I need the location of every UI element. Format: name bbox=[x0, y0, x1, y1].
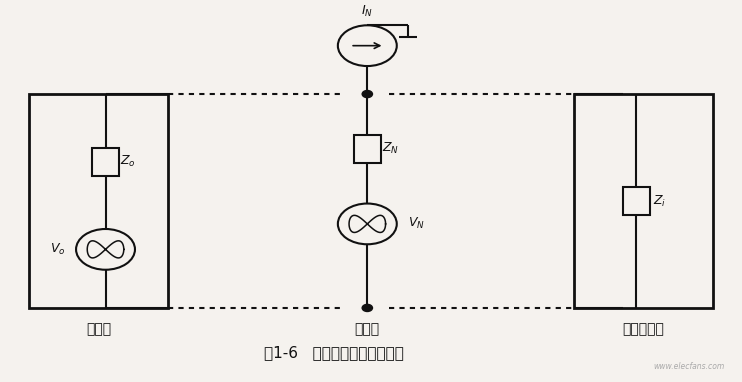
Text: $Z_N$: $Z_N$ bbox=[382, 141, 399, 156]
Circle shape bbox=[338, 25, 397, 66]
Text: www.elecfans.com: www.elecfans.com bbox=[653, 362, 724, 371]
Bar bbox=[28, 94, 168, 308]
Text: $V_N$: $V_N$ bbox=[408, 216, 424, 231]
Bar bbox=[623, 187, 650, 215]
Circle shape bbox=[76, 229, 135, 270]
Text: 传输线: 传输线 bbox=[355, 322, 380, 336]
Text: $V_o$: $V_o$ bbox=[50, 242, 65, 257]
Bar bbox=[574, 94, 714, 308]
Text: 图1-6   传输线的噪声等效电路: 图1-6 传输线的噪声等效电路 bbox=[264, 345, 404, 360]
Text: $Z_o$: $Z_o$ bbox=[120, 154, 136, 169]
Circle shape bbox=[362, 91, 372, 98]
Text: $I_N$: $I_N$ bbox=[361, 4, 373, 19]
Bar bbox=[92, 147, 119, 175]
Text: 传感器: 传感器 bbox=[86, 322, 111, 336]
Circle shape bbox=[338, 204, 397, 244]
Text: $Z_i$: $Z_i$ bbox=[653, 193, 666, 209]
Circle shape bbox=[362, 304, 372, 311]
Bar bbox=[354, 135, 381, 163]
Text: 信号处理器: 信号处理器 bbox=[623, 322, 664, 336]
